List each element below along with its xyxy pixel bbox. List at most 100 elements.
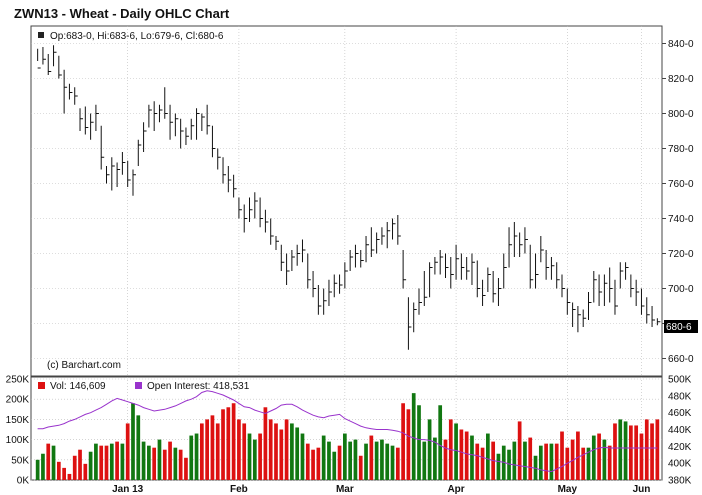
ohlc-readout: Op:683-0, Hi:683-6, Lo:679-6, Cl:680-6 [50,31,224,42]
volume-bar [364,443,368,480]
last-price-tag [664,320,698,333]
ohlc-bar [497,278,502,306]
oi-tick-label: 420K [668,442,692,453]
volume-bar [56,461,61,480]
ohlc-bar [535,253,539,289]
volume-tick-label: 150K [6,415,30,426]
ohlc-bar [254,192,258,219]
volume-bar [390,445,395,480]
ohlc-bar [603,274,608,306]
volume-bar [639,433,644,480]
ohlc-bar [174,113,179,137]
ohlc-bar [513,222,518,257]
volume-bar [332,451,337,480]
volume-bar [629,425,633,480]
volume-bar [162,449,167,480]
volume-bars [35,393,660,480]
volume-legend: Vol: 146,609 [50,381,106,392]
volume-bar [607,445,612,480]
ohlc-bar [201,113,205,131]
ohlc-bar [460,253,465,280]
volume-axis-ticks: 0K 50K 100K 150K 200K 250K [6,375,30,487]
ohlc-bar [587,292,592,320]
volume-bar [528,437,533,480]
ohlc-bar [646,297,650,324]
oi-tick-label: 400K [668,459,692,470]
ohlc-bar [106,166,110,184]
volume-bar [406,409,411,480]
volume-bar [104,445,109,480]
volume-bar [242,423,247,480]
price-tick-label: 740-0 [668,214,694,225]
volume-bar [263,407,268,480]
ohlc-bar [614,279,618,315]
volume-bar [538,445,543,480]
volume-bar [152,447,157,480]
volume-bar [99,445,104,480]
ohlc-bar [370,227,375,257]
ohlc-bar [90,113,94,140]
volume-bar [576,431,580,480]
ohlc-bar [185,127,189,145]
oi-tick-label: 500K [668,375,692,386]
ohlc-bar [386,222,391,249]
ohlc-bar [381,227,385,245]
volume-bar [613,423,617,480]
ohlc-bar [619,262,624,289]
oi-legend: Open Interest: 418,531 [147,381,250,392]
ohlc-bar [540,236,544,263]
volume-bar [380,439,384,480]
ohlc-bar [365,236,370,263]
ohlc-bar [434,257,438,275]
ohlc-bars [37,45,661,350]
volume-bar [184,457,188,480]
x-tick-label: May [558,484,578,495]
ohlc-bar [598,274,603,306]
ohlc-bar [609,267,613,303]
ohlc-bar [349,250,354,271]
oi-tick-label: 460K [668,408,692,419]
ohlc-bar [407,297,412,350]
ohlc-bar [402,250,407,289]
ohlc-bar [397,215,401,245]
volume-bar [570,439,575,480]
volume-bar [72,455,77,480]
ohlc-bar [656,318,661,326]
volume-bar [342,433,347,480]
ohlc-bar [307,253,311,289]
ohlc-bar [635,279,640,306]
volume-bar [422,441,427,480]
volume-bar [109,443,114,480]
ohlc-bar [132,169,136,196]
ohlc-bar [259,197,264,228]
ohlc-bar [79,108,84,131]
volume-bar [189,435,194,480]
volume-bar [221,409,225,480]
ohlc-bar [286,253,290,285]
ohlc-bar [476,260,481,298]
volume-bar [94,443,98,480]
volume-bar [51,445,56,480]
volume-bar [475,443,480,480]
oi-legend-swatch [135,382,142,389]
volume-tick-label: 200K [6,395,30,406]
ohlc-bar [450,257,454,289]
volume-bar [258,433,262,480]
volume-bar [252,439,257,480]
ohlc-bar [84,106,89,135]
ohlc-bar [471,253,475,285]
volume-bar [131,403,135,480]
price-gridlines [31,26,662,480]
ohlc-bar [429,262,433,298]
volume-bar [316,447,321,480]
volume-tick-label: 250K [6,375,30,386]
volume-bar [591,435,596,480]
volume-bar [46,443,51,480]
ohlc-bar [47,54,52,75]
ohlc-bar [249,197,253,222]
ohlc-bar [153,101,158,131]
volume-bar [157,439,162,480]
ohlc-bar [301,239,306,263]
volume-bar [199,423,204,480]
volume-bar [385,443,390,480]
